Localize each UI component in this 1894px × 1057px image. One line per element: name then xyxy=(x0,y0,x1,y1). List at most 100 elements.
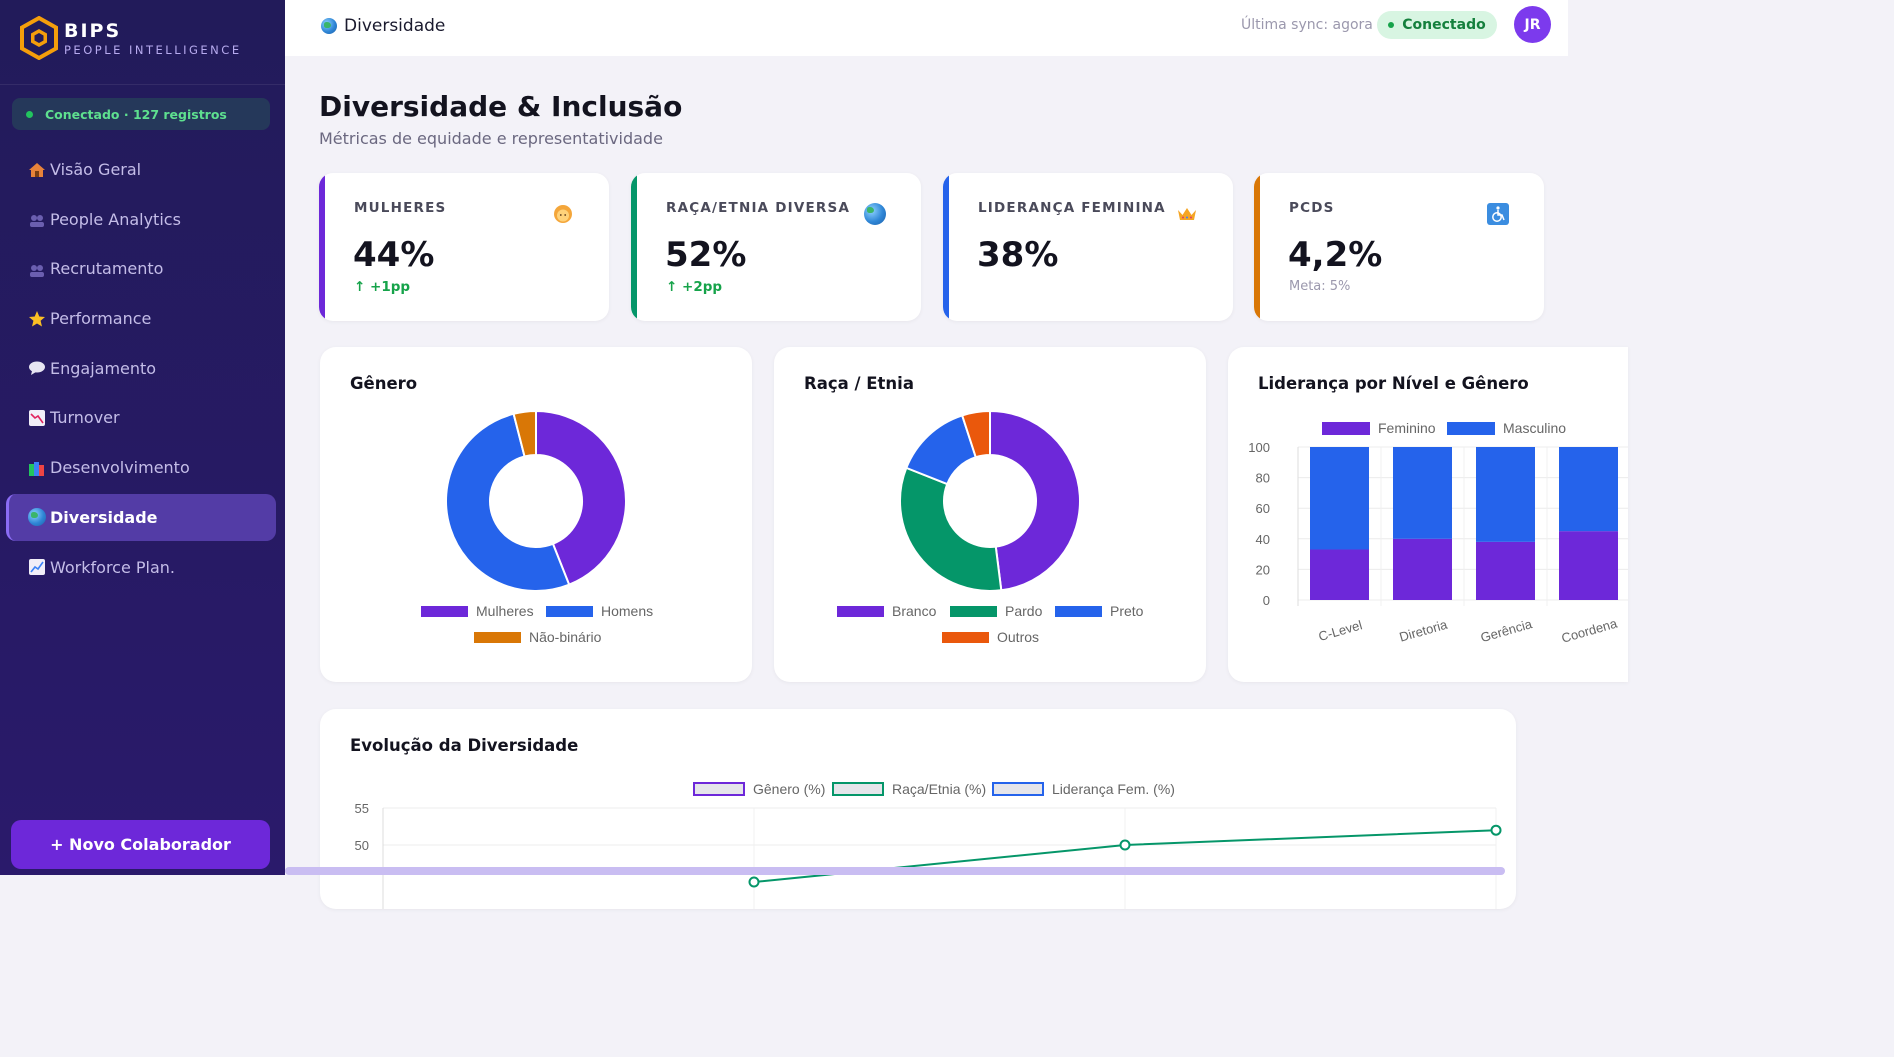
bar-segment[interactable] xyxy=(1393,538,1452,600)
sidebar-item-label: Turnover xyxy=(50,408,120,428)
legend-swatch xyxy=(1055,605,1102,617)
leadership-bar-chart[interactable]: 0 20 40 60 80 100 C-Level Diretoria Gerência Coor… xyxy=(1228,347,1628,682)
hexagon-logo-icon xyxy=(20,16,58,60)
donut-slice[interactable] xyxy=(989,409,1081,592)
bar-segment[interactable] xyxy=(1476,447,1535,542)
globe-icon xyxy=(321,18,337,34)
kpi-delta: ↑ +2pp xyxy=(666,279,723,295)
kpi-value: 4,2% xyxy=(1288,235,1383,275)
legend-item[interactable]: Gênero (%) xyxy=(693,781,825,797)
donut-slice[interactable] xyxy=(445,412,571,592)
bar-segment[interactable] xyxy=(1559,531,1618,600)
legend-label: Branco xyxy=(892,603,937,619)
data-point[interactable] xyxy=(1119,839,1131,851)
donut-slice[interactable] xyxy=(535,409,627,586)
y-tick-label: 80 xyxy=(1256,471,1270,486)
sidebar-item-workforce-plan[interactable]: Workforce Plan. xyxy=(6,544,276,591)
card-title: Liderança por Nível e Gênero xyxy=(1258,374,1529,393)
kpi-value: 38% xyxy=(977,235,1059,275)
legend-item[interactable]: Raça/Etnia (%) xyxy=(832,781,986,797)
avatar[interactable]: JR xyxy=(1514,6,1551,43)
legend-swatch xyxy=(421,605,468,617)
bar-segment[interactable] xyxy=(1559,447,1618,532)
kpi-card-raca-etnia: RAÇA/ETNIA DIVERSA 52% ↑ +2pp xyxy=(631,173,921,321)
kpi-card-mulheres: MULHERES 44% ↑ +1pp xyxy=(319,173,609,321)
sidebar-item-people-analytics[interactable]: People Analytics xyxy=(6,196,276,243)
legend-item[interactable]: Liderança Fem. (%) xyxy=(992,781,1175,797)
donut-slice[interactable] xyxy=(512,409,537,458)
new-employee-button[interactable]: + Novo Colaborador xyxy=(11,820,270,869)
sidebar-item-diversidade[interactable]: Diversidade xyxy=(6,493,276,541)
sidebar-item-label: Workforce Plan. xyxy=(50,557,176,577)
gender-chart-card: Gênero Mulheres Homens Não-binário xyxy=(320,347,752,682)
globe-icon xyxy=(28,508,46,527)
chart-up-icon xyxy=(28,558,46,576)
bar-segment[interactable] xyxy=(1310,447,1369,550)
kpi-value: 52% xyxy=(665,235,747,275)
legend-item[interactable]: Outros xyxy=(942,629,1039,645)
brand-logo[interactable]: BIPS PEOPLE INTELLIGENCE xyxy=(20,16,242,60)
legend-item[interactable]: Feminino xyxy=(1322,420,1436,436)
sidebar-item-recrutamento[interactable]: Recrutamento xyxy=(6,245,276,292)
kpi-delta: ↑ +1pp xyxy=(354,279,411,295)
x-tick-label: C-Level xyxy=(1317,617,1364,644)
legend-label: Gênero (%) xyxy=(753,781,826,797)
crown-icon xyxy=(1178,208,1196,220)
bar-segment[interactable] xyxy=(1476,541,1535,600)
breadcrumb-label: Diversidade xyxy=(344,16,446,36)
sidebar-item-engajamento[interactable]: Engajamento xyxy=(6,345,276,392)
y-tick-label: 40 xyxy=(1256,532,1270,547)
page-title: Diversidade & Inclusão xyxy=(319,90,683,123)
connection-badge: Conectado xyxy=(1377,11,1497,39)
bar-segment[interactable] xyxy=(1310,549,1369,600)
sidebar-item-label: Diversidade xyxy=(50,507,158,527)
sidebar-nav: Visão Geral People Analytics Recrutament… xyxy=(6,146,276,593)
legend-swatch xyxy=(1322,421,1370,435)
legend-swatch xyxy=(950,605,997,617)
card-title: Raça / Etnia xyxy=(804,374,914,393)
donut-slice[interactable] xyxy=(960,409,991,459)
gender-donut-chart[interactable] xyxy=(320,347,752,682)
legend-item[interactable]: Branco xyxy=(837,603,936,619)
people-icon xyxy=(28,260,46,278)
sidebar-item-turnover[interactable]: Turnover xyxy=(6,394,276,441)
sidebar-item-visao-geral[interactable]: Visão Geral xyxy=(6,146,276,193)
kpi-label: LIDERANÇA FEMININA xyxy=(978,200,1166,216)
legend-item[interactable]: Preto xyxy=(1055,603,1143,619)
status-dot-icon xyxy=(1388,22,1395,28)
sync-status: Última sync: agora xyxy=(1241,17,1373,33)
bar-segment[interactable] xyxy=(1393,447,1452,539)
kpi-label: RAÇA/ETNIA DIVERSA xyxy=(666,200,851,216)
legend-label: Raça/Etnia (%) xyxy=(892,781,987,797)
sidebar-item-performance[interactable]: Performance xyxy=(6,295,276,342)
sidebar-item-desenvolvimento[interactable]: Desenvolvimento xyxy=(6,444,276,491)
y-tick-label: 100 xyxy=(1248,440,1270,455)
legend-item[interactable]: Homens xyxy=(546,603,653,619)
legend-label: Homens xyxy=(601,603,654,619)
y-tick-label: 50 xyxy=(355,838,369,853)
legend-item[interactable]: Pardo xyxy=(950,603,1042,619)
data-point[interactable] xyxy=(1490,824,1502,836)
kpi-card-pcds: PCDS 4,2% Meta: 5% xyxy=(1254,173,1544,321)
kpi-label: MULHERES xyxy=(354,200,447,216)
sidebar-item-label: Engajamento xyxy=(50,358,157,378)
data-point[interactable] xyxy=(748,876,760,888)
page-subtitle: Métricas de equidade e representatividad… xyxy=(319,129,663,148)
house-icon xyxy=(28,161,46,179)
sidebar: BIPS PEOPLE INTELLIGENCE Conectado · 127… xyxy=(0,0,285,875)
breadcrumb: Diversidade xyxy=(321,16,445,36)
kpi-card-lideranca-feminina: LIDERANÇA FEMININA 38% xyxy=(943,173,1233,321)
donut-slice[interactable] xyxy=(899,466,1003,592)
books-icon xyxy=(28,459,46,477)
star-icon xyxy=(28,310,46,328)
y-tick-label: 60 xyxy=(1256,501,1270,516)
legend-item[interactable]: Mulheres xyxy=(421,603,534,619)
kpi-accent-bar xyxy=(319,173,325,321)
connection-badge-label: Conectado xyxy=(1402,17,1486,33)
horizontal-scrollbar[interactable] xyxy=(285,867,1505,875)
race-donut-chart[interactable] xyxy=(774,347,1206,682)
evolution-line-chart[interactable]: 50 55 xyxy=(320,709,1516,909)
legend-item[interactable]: Masculino xyxy=(1447,420,1566,436)
legend-item[interactable]: Não-binário xyxy=(474,629,601,645)
wheelchair-icon xyxy=(1487,203,1509,225)
